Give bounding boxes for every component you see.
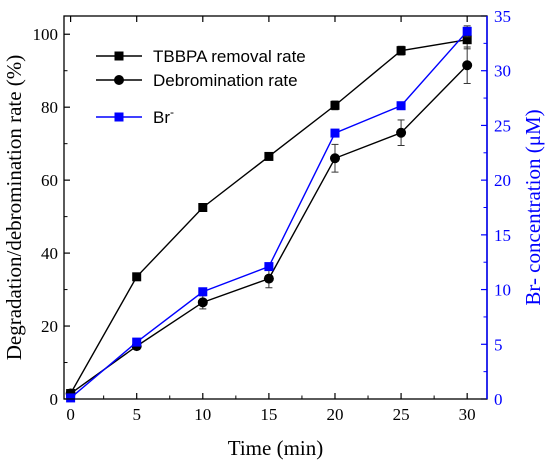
legend-marker [114,112,124,122]
x-tick-label: 10 [194,405,211,424]
data-point-debromination-rate [329,153,340,164]
right-tick-label: 5 [494,335,503,354]
data-point-br-ion [462,26,472,36]
legend-label: Debromination rate [153,71,298,90]
right-tick-label: 0 [494,390,503,409]
right-tick-label: 15 [494,226,511,245]
left-tick-label: 20 [41,317,58,336]
data-point-br-ion [198,287,208,297]
series-debromination-rate [65,46,473,399]
legend-label-sup: - [170,105,174,119]
right-tick-label: 20 [494,171,511,190]
left-axis-ticks: 0 20 40 60 80 100 [33,25,70,409]
left-tick-label: 60 [41,171,58,190]
x-tick-label: 30 [459,405,476,424]
legend: TBBPA removal rate Debromination rate Br- [96,47,306,127]
series-line-debromination-rate [70,64,468,395]
x-tick-label: 15 [260,405,277,424]
x-tick-label: 0 [66,405,75,424]
data-point-tbbpa-removal-rate [462,35,472,45]
left-tick-label: 40 [41,244,58,263]
data-point-debromination-rate [263,273,274,284]
data-point-debromination-rate [197,297,208,308]
right-tick-label: 10 [494,281,511,300]
data-point-tbbpa-removal-rate [132,272,142,282]
legend-label: TBBPA removal rate [153,47,306,66]
data-point-br-ion [132,337,142,347]
data-point-debromination-rate [396,127,407,138]
x-axis-title: Time (min) [228,436,323,460]
data-point-debromination-rate [462,60,473,71]
legend-marker [114,75,124,85]
legend-item-debromination-rate: Debromination rate [96,71,298,90]
data-point-tbbpa-removal-rate [264,151,274,161]
right-tick-label: 35 [494,7,511,26]
x-tick-label: 25 [393,405,410,424]
data-point-tbbpa-removal-rate [198,203,208,212]
data-point-tbbpa-removal-rate [330,100,340,110]
left-tick-label: 80 [41,98,58,117]
right-tick-label: 25 [494,116,511,135]
series-line-tbbpa-removal-rate [70,39,468,394]
legend-item-br-ion: Br- [96,105,174,127]
right-tick-label: 30 [494,62,511,81]
right-axis-ticks: 0 5 10 15 20 25 30 35 [481,7,511,409]
data-point-br-ion [396,101,406,111]
left-tick-label: 100 [33,25,59,44]
data-point-tbbpa-removal-rate [396,46,406,56]
x-tick-label: 5 [132,405,141,424]
left-axis-title: Degradation/debromination rate (%) [2,55,26,361]
data-point-br-ion [264,262,274,272]
series-layer [65,25,473,403]
legend-marker [114,51,124,61]
x-tick-label: 20 [326,405,343,424]
legend-item-tbbpa-removal-rate: TBBPA removal rate [96,47,306,66]
legend-label: Br- [153,105,174,127]
series-br-ion [66,25,472,403]
right-axis-title: Br- concentration (μM) [521,109,545,305]
left-tick-label: 0 [50,390,59,409]
x-axis-ticks: 0 5 10 15 20 25 30 [66,16,476,424]
data-point-br-ion [330,128,340,138]
data-point-br-ion [66,393,76,403]
